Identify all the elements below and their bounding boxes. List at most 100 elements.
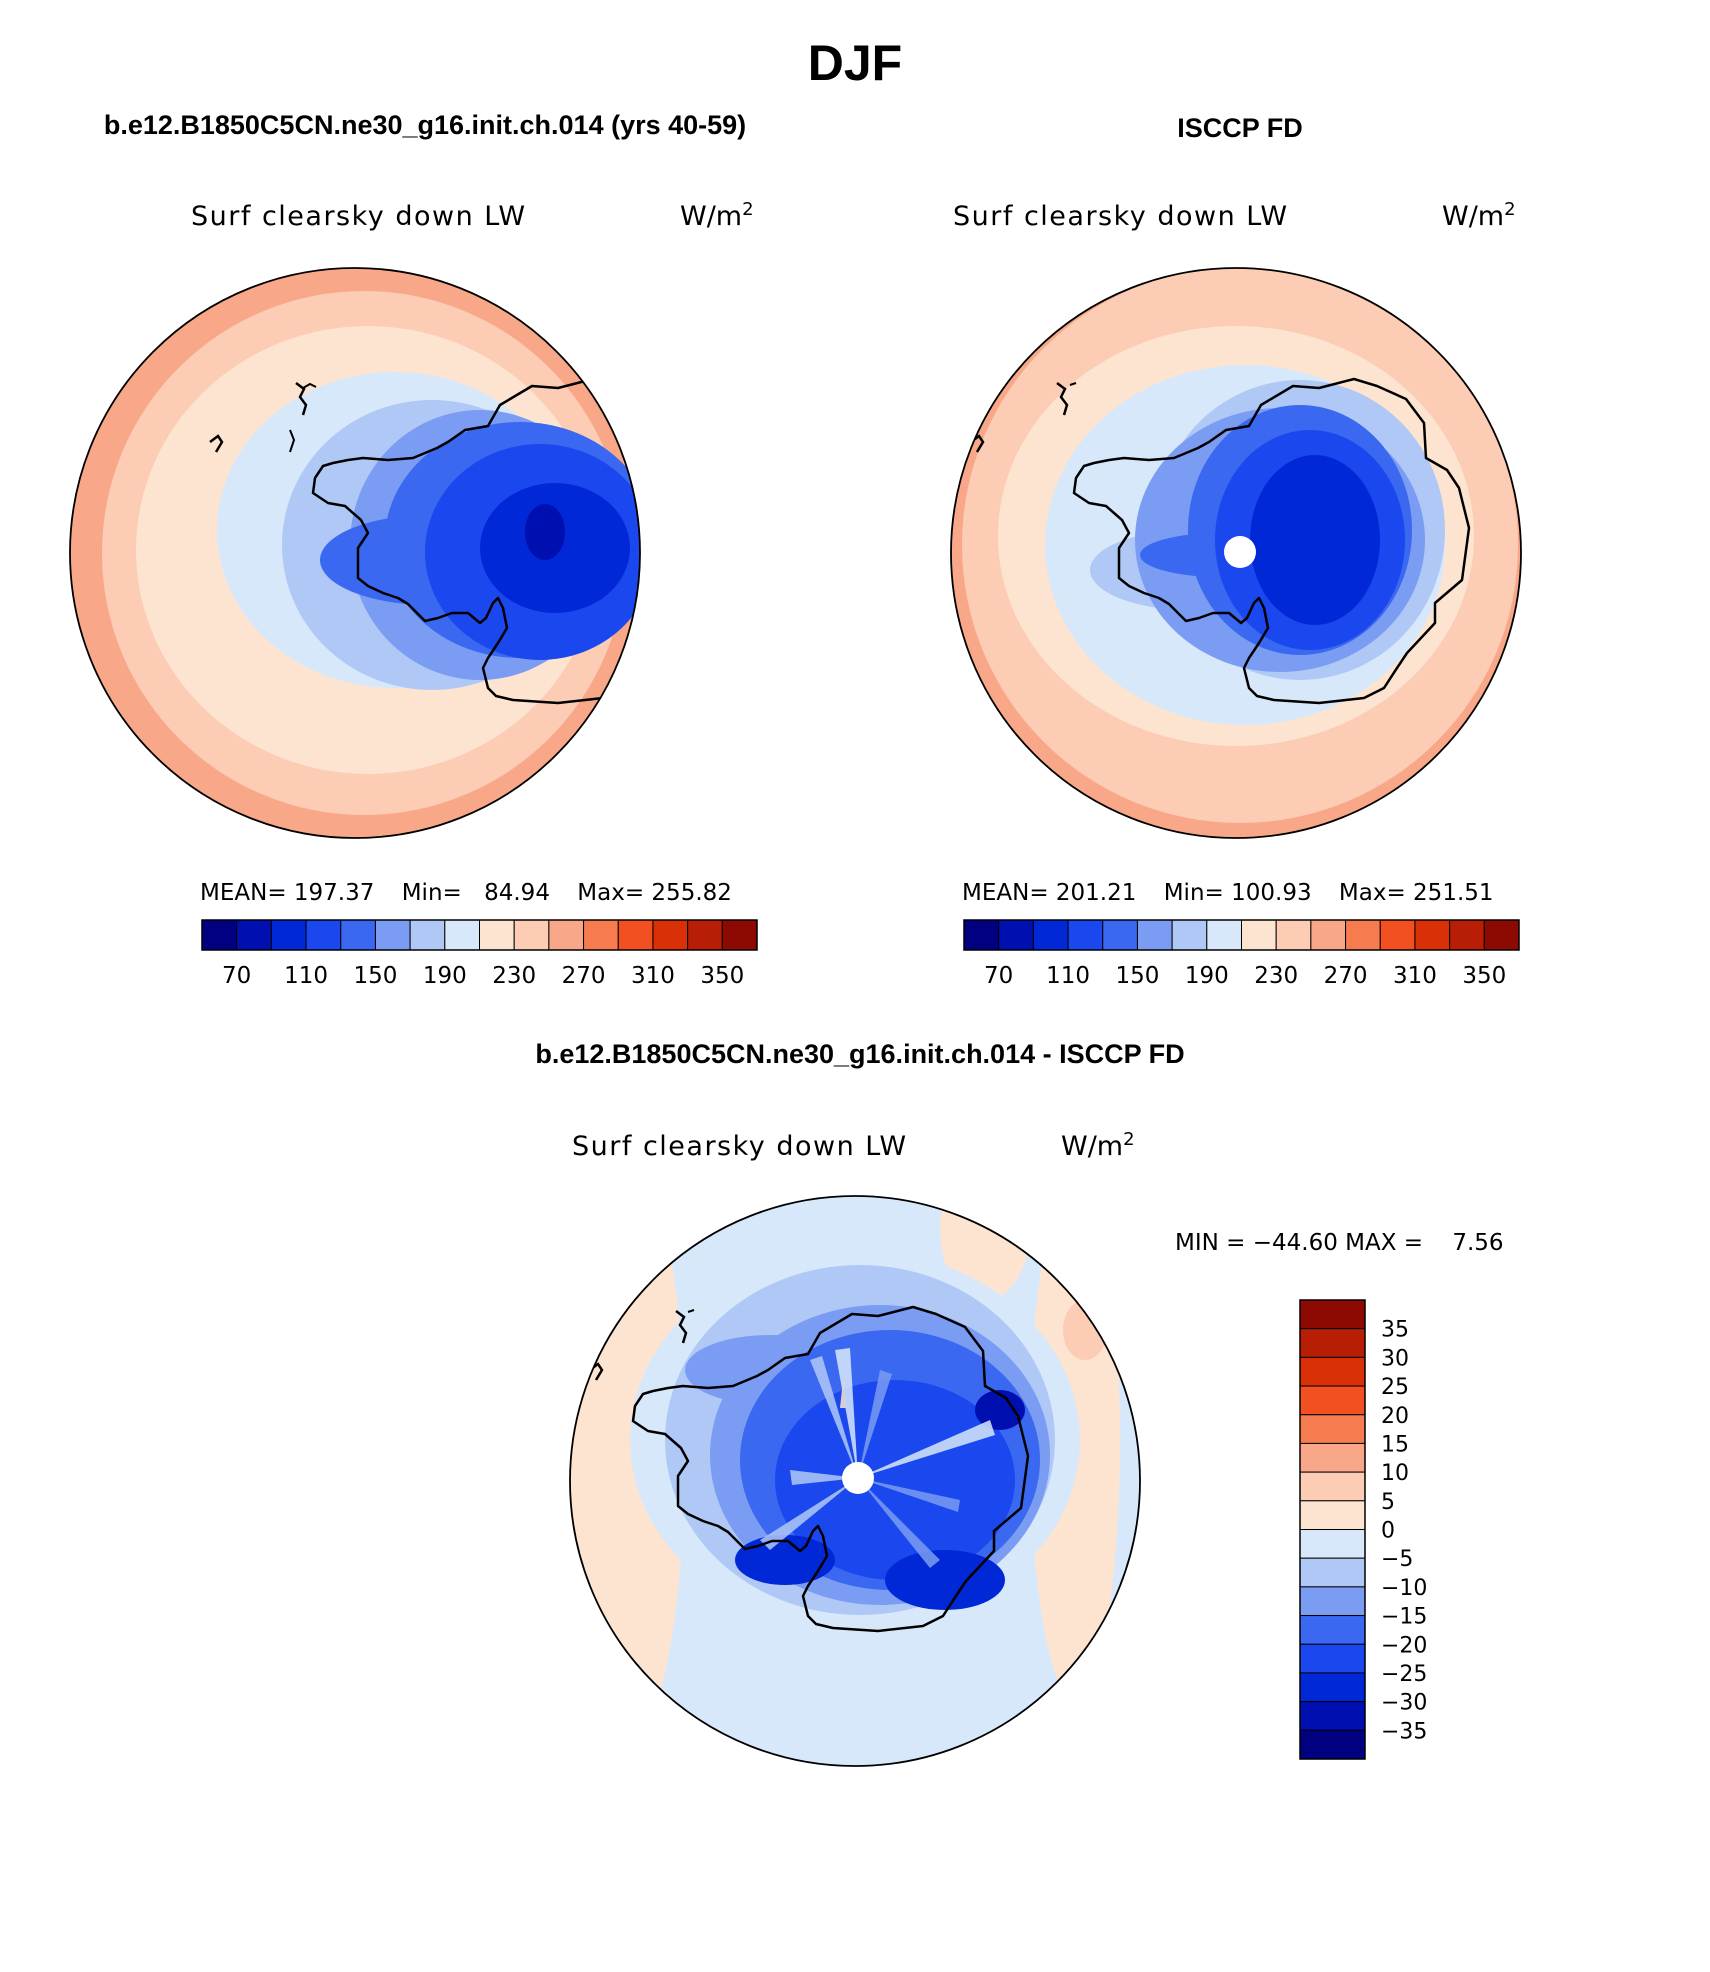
colorbar-swatch bbox=[1299, 1385, 1366, 1416]
colorbar-diff: 35 30 25 20 15 10 5 0 −5 −10 −15 −20 −25 −30 −35 bbox=[1299, 1299, 1427, 1760]
colorbar-tick-label: 310 bbox=[631, 963, 675, 989]
stat-min-value: 84.94 bbox=[484, 880, 550, 906]
colorbar-tick-label: 310 bbox=[1393, 963, 1437, 989]
colorbar-swatch bbox=[1299, 1356, 1366, 1387]
colorbar-swatch bbox=[652, 919, 689, 951]
colorbar-swatch bbox=[1483, 919, 1520, 951]
panel-diff-units: W/m2 bbox=[1061, 1129, 1135, 1162]
colorbar-swatch bbox=[444, 919, 480, 951]
colorbar-swatch bbox=[1299, 1586, 1366, 1617]
colorbar-obs: 70 110 150 190 230 270 310 350 bbox=[963, 919, 1520, 989]
colorbar-swatch bbox=[721, 919, 758, 951]
colorbar-tick-label: 110 bbox=[1046, 963, 1090, 989]
panel-model-units-base: W/m bbox=[680, 201, 742, 232]
panel-model: b.e12.B1850C5CN.ne30_g16.init.ch.014 (yr… bbox=[69, 110, 758, 989]
colorbar-tick-label: 270 bbox=[562, 963, 606, 989]
colorbar-swatch bbox=[409, 919, 446, 951]
colorbar-swatch bbox=[1299, 1529, 1366, 1559]
colorbar-swatch bbox=[1299, 1414, 1366, 1444]
colorbar-swatch bbox=[687, 919, 723, 951]
panel-obs-variable: Surf clearsky down LW bbox=[953, 201, 1289, 232]
panel-model-variable: Surf clearsky down LW bbox=[191, 201, 527, 232]
stat-mean-label: MEAN= bbox=[200, 880, 287, 906]
colorbar-swatch bbox=[374, 919, 411, 951]
colorbar-tick-label: 110 bbox=[284, 963, 328, 989]
stat-min-label: Min= bbox=[402, 880, 462, 906]
colorbar-swatch bbox=[998, 919, 1034, 951]
colorbar-tick-label: −10 bbox=[1381, 1576, 1427, 1601]
colorbar-tick-label: 35 bbox=[1381, 1318, 1409, 1343]
colorbar-swatch bbox=[963, 919, 1000, 951]
colorbar-swatch bbox=[1379, 919, 1416, 951]
stat-min-value: 100.93 bbox=[1231, 880, 1311, 906]
panel-model-stats: MEAN= 197.37 Min= 84.94 Max= 255.82 bbox=[200, 880, 732, 906]
panel-diff-units-base: W/m bbox=[1061, 1131, 1123, 1162]
colorbar-tick-label: −30 bbox=[1381, 1691, 1427, 1716]
colorbar-swatch bbox=[583, 919, 619, 951]
colorbar-swatch bbox=[1299, 1701, 1366, 1731]
panel-diff-variable: Surf clearsky down LW bbox=[572, 1131, 908, 1162]
colorbar-tick-label: −15 bbox=[1381, 1605, 1427, 1630]
colorbar-tick-label: 30 bbox=[1381, 1346, 1409, 1371]
stat-max-value: 255.82 bbox=[651, 880, 731, 906]
panel-model-header: b.e12.B1850C5CN.ne30_g16.init.ch.014 (yr… bbox=[104, 110, 746, 140]
colorbar-swatch bbox=[479, 919, 515, 951]
colorbar-tick-label: 0 bbox=[1381, 1519, 1395, 1544]
colorbar-tick-label: 270 bbox=[1324, 963, 1368, 989]
colorbar-tick-label: 230 bbox=[1254, 963, 1298, 989]
stat-mean-value: 201.21 bbox=[1056, 880, 1136, 906]
colorbar-swatch bbox=[305, 919, 342, 951]
panel-obs-units: W/m2 bbox=[1442, 199, 1516, 232]
panel-obs-header: ISCCP FD bbox=[1177, 113, 1303, 143]
colorbar-swatch bbox=[513, 919, 550, 951]
colorbar-swatch bbox=[617, 919, 654, 951]
colorbar-swatch bbox=[201, 919, 238, 951]
colorbar-swatch bbox=[236, 919, 272, 951]
colorbar-tick-label: 350 bbox=[1462, 963, 1506, 989]
panel-obs-units-exp: 2 bbox=[1504, 199, 1515, 220]
map-obs bbox=[951, 268, 1521, 838]
colorbar-tick-label: −20 bbox=[1381, 1633, 1427, 1658]
colorbar-tick-label: 10 bbox=[1381, 1461, 1409, 1486]
colorbar-swatch bbox=[1206, 919, 1242, 951]
map-diff bbox=[570, 1196, 1140, 1766]
colorbar-tick-label: −35 bbox=[1381, 1719, 1427, 1744]
map-model bbox=[70, 268, 640, 838]
colorbar-swatch bbox=[1136, 919, 1173, 951]
colorbar-swatch bbox=[1299, 1729, 1366, 1760]
colorbar-swatch bbox=[1067, 919, 1104, 951]
pole-hole bbox=[842, 1462, 874, 1494]
colorbar-tick-label: 15 bbox=[1381, 1432, 1409, 1457]
colorbar-tick-label: 150 bbox=[353, 963, 397, 989]
colorbar-tick-label: 70 bbox=[984, 963, 1013, 989]
colorbar-tick-label: 350 bbox=[700, 963, 744, 989]
colorbar-swatch bbox=[1275, 919, 1312, 951]
colorbar-tick-label: −5 bbox=[1381, 1547, 1413, 1572]
colorbar-swatch bbox=[1299, 1643, 1366, 1674]
stat-max-value: 251.51 bbox=[1413, 880, 1493, 906]
map-diff-border bbox=[569, 1195, 1141, 1767]
colorbar-swatch bbox=[548, 919, 585, 951]
panel-model-units-exp: 2 bbox=[742, 199, 753, 220]
colorbar-tick-label: 70 bbox=[222, 963, 251, 989]
colorbar-tick-label: 20 bbox=[1381, 1404, 1409, 1429]
colorbar-tick-label: 190 bbox=[423, 963, 467, 989]
panel-diff-stats: MIN = −44.60 MAX = 7.56 bbox=[1175, 1230, 1504, 1256]
colorbar-swatch bbox=[1032, 919, 1069, 951]
colorbar-swatch bbox=[1310, 919, 1347, 951]
figure-title: DJF bbox=[808, 35, 902, 91]
stat-max-label: Max= bbox=[577, 880, 644, 906]
panel-obs-stats: MEAN= 201.21 Min= 100.93 Max= 251.51 bbox=[962, 880, 1494, 906]
panel-obs: ISCCP FD Surf clearsky down LW W/m2 MEAN… bbox=[950, 113, 1522, 989]
colorbar-model: 70 110 150 190 230 270 310 350 bbox=[201, 919, 758, 989]
stat-mean-value: 197.37 bbox=[294, 880, 374, 906]
panel-model-units: W/m2 bbox=[680, 199, 754, 232]
colorbar-swatch bbox=[1414, 919, 1451, 951]
colorbar-tick-label: 230 bbox=[492, 963, 536, 989]
colorbar-swatch bbox=[340, 919, 376, 951]
map-obs-border bbox=[950, 267, 1522, 839]
colorbar-swatch bbox=[1345, 919, 1381, 951]
colorbar-swatch bbox=[1102, 919, 1138, 951]
panel-obs-units-base: W/m bbox=[1442, 201, 1504, 232]
